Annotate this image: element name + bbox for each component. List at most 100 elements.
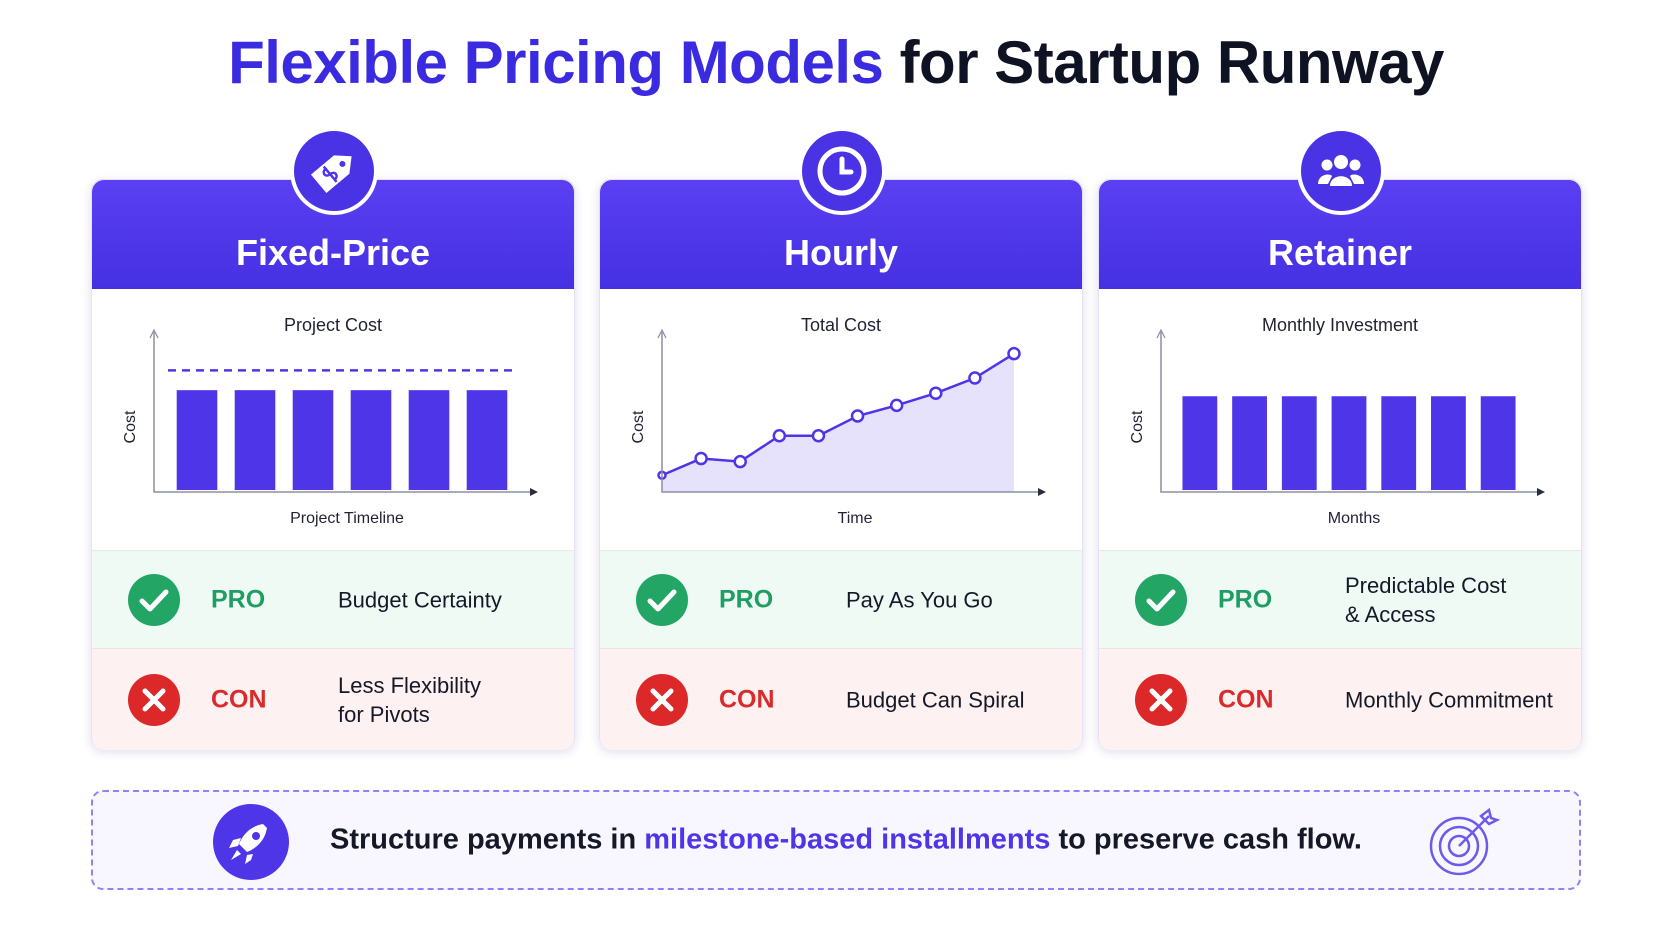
text-line: Monthly Commitment [1345, 687, 1553, 712]
footer-banner: Structure payments in milestone-based in… [91, 790, 1581, 890]
bar [350, 390, 392, 490]
con-label: CON [719, 685, 775, 713]
pro-text: Budget Certainty [338, 586, 502, 615]
target-icon [1429, 807, 1501, 876]
text-line: Less Flexibility [338, 672, 482, 698]
pro-label: PRO [211, 585, 266, 614]
con-row: CON Budget Can Spiral [600, 648, 1082, 750]
pricing-card: Hourly Total Cost Time Cost PRO Pay As You Go… [599, 127, 1083, 750]
card-name: Retainer [1267, 232, 1413, 273]
bar [176, 390, 218, 490]
pro-row: PRO Pay As You Go [600, 550, 1082, 649]
x-arrow [1038, 488, 1046, 496]
footer-text: Structure payments in milestone-based in… [330, 824, 1362, 857]
rocket-icon [213, 804, 289, 880]
chart-title: Project Cost [284, 315, 382, 335]
line-point [811, 429, 826, 443]
card-icon [1297, 127, 1385, 215]
y-axis-label: Cost [122, 410, 139, 443]
chart-title: Total Cost [801, 315, 881, 335]
title-rest: for Startup Runway [899, 29, 1445, 96]
bar [466, 390, 508, 490]
icon-glyph [1318, 155, 1364, 186]
axes [153, 332, 536, 493]
text-line: for Pivots [338, 701, 430, 727]
x-axis-label: Months [1328, 510, 1380, 527]
con-text: Monthly Commitment [1345, 685, 1553, 714]
icon-glyph [1146, 589, 1176, 612]
line-point [850, 409, 865, 423]
pro-icon [1135, 574, 1187, 626]
pro-icon [128, 574, 180, 626]
con-row: CON Less Flexibility for Pivots [92, 648, 574, 750]
icon-circle [128, 574, 180, 626]
mini-chart: Monthly Investment Months Cost [1129, 315, 1545, 527]
line-point [733, 454, 747, 469]
line-point [968, 371, 982, 385]
con-label: CON [211, 685, 267, 713]
line-point [1007, 346, 1021, 361]
y-arrow [657, 328, 667, 339]
con-icon [128, 673, 180, 726]
y-axis-label: Cost [1129, 410, 1146, 443]
bar [1381, 396, 1417, 490]
text-line: Budget Can Spiral [846, 687, 1025, 712]
footer-after: to preserve cash flow. [1058, 823, 1362, 856]
bar [1232, 396, 1267, 490]
y-arrow [1156, 328, 1166, 339]
x-axis-label: Project Timeline [290, 510, 404, 527]
con-icon [636, 673, 688, 726]
card-icon [798, 127, 886, 215]
con-text: Less Flexibility for Pivots [338, 671, 481, 729]
axes [1160, 332, 1543, 493]
bar [1331, 396, 1367, 490]
icon-glyph [650, 688, 674, 711]
text-line: Budget Certainty [338, 587, 502, 613]
chart-title: Monthly Investment [1262, 315, 1418, 335]
bar [1431, 396, 1466, 490]
icon-glyph [817, 146, 867, 196]
bar [1182, 396, 1218, 490]
axes [661, 332, 1044, 493]
x-arrow [530, 488, 538, 496]
icon-glyph [139, 589, 169, 612]
line-point [889, 398, 904, 413]
pro-icon [636, 574, 688, 626]
pro-label: PRO [1218, 585, 1273, 614]
card-name: Fixed-Price [235, 232, 431, 273]
mini-chart: Project Cost Project Timeline Cost [122, 315, 538, 527]
pro-label: PRO [719, 585, 774, 614]
x-axis-label: Time [838, 510, 873, 527]
x-arrow [1537, 488, 1545, 496]
title: Flexible Pricing Models for Startup Runw… [0, 28, 1672, 97]
con-label: CON [1218, 685, 1274, 713]
footer-before: Structure payments in [330, 823, 637, 856]
bar [1480, 396, 1516, 490]
bar [234, 390, 276, 490]
y-arrow [149, 328, 159, 339]
pricing-card: Fixed-Price Project Cost Project Timeline C… [91, 127, 575, 750]
y-axis-label: Cost [630, 410, 647, 443]
icon-circle [1297, 127, 1385, 215]
con-row: CON Monthly Commitment [1099, 648, 1581, 750]
pro-row: PRO Predictable Cost & Access [1099, 550, 1581, 649]
bar [408, 390, 450, 490]
pro-row: PRO Budget Certainty [92, 550, 574, 649]
cost-line [661, 352, 1015, 477]
icon-glyph [142, 688, 166, 711]
icon-glyph [310, 155, 352, 194]
text-line: Pay As You Go [846, 587, 993, 613]
icon-circle [636, 574, 688, 626]
card-icon [290, 127, 378, 215]
icon-glyph [1149, 688, 1173, 711]
con-text: Budget Can Spiral [846, 685, 1025, 714]
line-point [694, 451, 708, 466]
icon-glyph [647, 589, 677, 612]
bar [292, 390, 334, 490]
card-name: Hourly [783, 232, 898, 273]
text-line: Predictable Cost [1345, 573, 1507, 598]
line-point [772, 429, 787, 443]
text-line: & Access [1345, 602, 1436, 627]
pro-text: Pay As You Go [846, 586, 993, 615]
